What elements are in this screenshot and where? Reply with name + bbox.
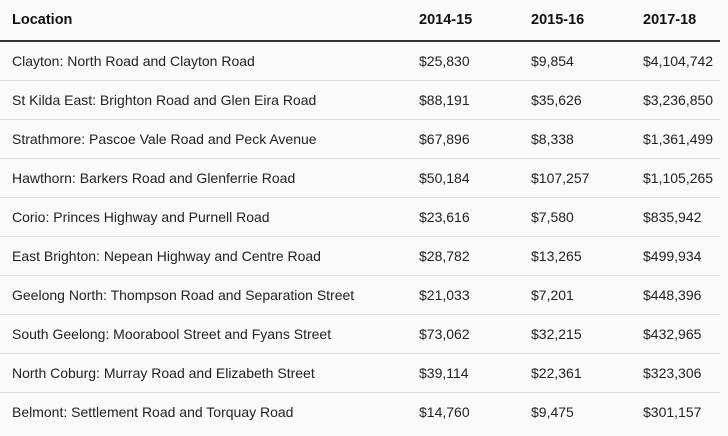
data-table: Location 2014-15 2015-16 2017-18 Clayton… (0, 0, 720, 431)
value-2014-15-cell: $67,896 (413, 119, 525, 159)
value-2017-18-cell: $301,157 (643, 404, 702, 420)
value-2014-15-cell: $73,062 (413, 314, 525, 354)
value-2015-16-cell: $22,361 (525, 353, 637, 393)
value-2017-18-cell: $499,934 (637, 236, 720, 276)
value-2017-18-cell: $448,396 (637, 275, 720, 315)
value-2017-18-cell: $1,361,499 (637, 119, 720, 159)
value-2015-16-cell: $9,475 (531, 404, 574, 420)
header-row: Location 2014-15 2015-16 2017-18 (0, 0, 720, 42)
location-cell: Hawthorn: Barkers Road and Glenferrie Ro… (0, 158, 413, 198)
table-row: South Geelong: Moorabool Street and Fyan… (0, 314, 720, 354)
header-location: Location (0, 0, 413, 42)
location-cell: St Kilda East: Brighton Road and Glen Ei… (0, 80, 413, 120)
header-2014-15: 2014-15 (413, 0, 525, 42)
value-2014-15-cell: $23,616 (413, 197, 525, 237)
value-2015-16-cell: $7,580 (525, 197, 637, 237)
table-row: Corio: Princes Highway and Purnell Road $… (0, 197, 720, 237)
value-2017-18-cell: $432,965 (637, 314, 720, 354)
table-row: St Kilda East: Brighton Road and Glen Ei… (0, 80, 720, 120)
value-2014-15-cell: $21,033 (413, 275, 525, 315)
table-header: Location 2014-15 2015-16 2017-18 (0, 0, 720, 42)
location-cell: Geelong North: Thompson Road and Separat… (0, 275, 413, 315)
table-row: East Brighton: Nepean Highway and Centre… (0, 236, 720, 276)
location-cell: South Geelong: Moorabool Street and Fyan… (0, 314, 413, 354)
value-2017-18-cell: $835,942 (637, 197, 720, 237)
table-row: North Coburg: Murray Road and Elizabeth … (0, 353, 720, 393)
header-2015-16: 2015-16 (525, 0, 637, 42)
table-row: Belmont: Settlement Road and Torquay Roa… (0, 393, 720, 432)
table-row: Strathmore: Pascoe Vale Road and Peck Av… (0, 119, 720, 159)
table-row: Hawthorn: Barkers Road and Glenferrie Ro… (0, 158, 720, 198)
value-2017-18-cell: $4,104,742 (637, 41, 720, 81)
location-cell: East Brighton: Nepean Highway and Centre… (0, 236, 413, 276)
header-2017-18: 2017-18 (637, 0, 720, 42)
value-2015-16-cell: $8,338 (525, 119, 637, 159)
location-cell: Strathmore: Pascoe Vale Road and Peck Av… (0, 119, 413, 159)
value-2014-15-cell: $50,184 (413, 158, 525, 198)
value-2014-15-cell: $14,760 (419, 404, 470, 420)
value-2014-15-cell: $28,782 (413, 236, 525, 276)
location-cell: Clayton: North Road and Clayton Road (0, 41, 413, 81)
value-2015-16-cell: $32,215 (525, 314, 637, 354)
location-cell: North Coburg: Murray Road and Elizabeth … (0, 353, 413, 393)
value-2014-15-cell: $88,191 (413, 80, 525, 120)
table-body: Clayton: North Road and Clayton Road $25,… (0, 41, 720, 431)
value-2017-18-cell: $3,236,850 (637, 80, 720, 120)
location-cell: Corio: Princes Highway and Purnell Road (0, 197, 413, 237)
value-2015-16-cell: $13,265 (525, 236, 637, 276)
value-2015-16-cell: $7,201 (525, 275, 637, 315)
value-2015-16-cell: $35,626 (525, 80, 637, 120)
value-2014-15-cell: $39,114 (413, 353, 525, 393)
table-row: Clayton: North Road and Clayton Road $25,… (0, 41, 720, 81)
table-row: Geelong North: Thompson Road and Separat… (0, 275, 720, 315)
value-2017-18-cell: $1,105,265 (637, 158, 720, 198)
value-2014-15-cell: $25,830 (413, 41, 525, 81)
value-2017-18-cell: $323,306 (637, 353, 720, 393)
location-cell: Belmont: Settlement Road and Torquay Roa… (12, 404, 294, 420)
value-2015-16-cell: $107,257 (525, 158, 637, 198)
value-2015-16-cell: $9,854 (525, 41, 637, 81)
